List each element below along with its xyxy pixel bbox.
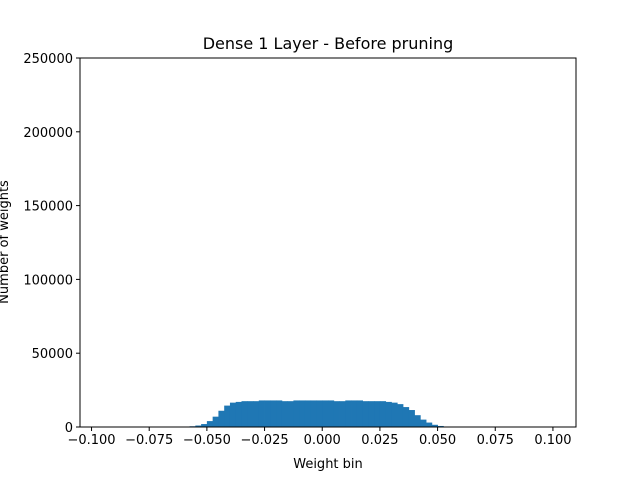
histogram-bar — [403, 407, 409, 427]
histogram-bar — [322, 400, 328, 427]
histogram-bar — [230, 403, 236, 427]
histogram-bar — [305, 400, 311, 427]
y-tick-label: 150000 — [23, 200, 73, 215]
y-tick-label: 50000 — [32, 347, 73, 362]
histogram-bar — [345, 400, 351, 427]
histogram-bar — [368, 401, 374, 427]
y-tick-label: 200000 — [23, 126, 73, 141]
x-tick-label: −0.025 — [241, 433, 289, 448]
x-tick-label: 0.025 — [361, 433, 398, 448]
histogram-bar — [374, 401, 380, 427]
chart-title: Dense 1 Layer - Before pruning — [203, 34, 454, 53]
histogram-bar — [386, 402, 392, 427]
histogram-bar — [351, 400, 357, 427]
x-tick-label: 0.050 — [419, 433, 456, 448]
histogram-bar — [363, 401, 369, 427]
histogram-bar — [213, 417, 219, 427]
histogram-bar — [276, 400, 282, 427]
histogram-bar — [207, 421, 213, 427]
histogram-bar — [247, 401, 253, 427]
histogram-bar — [420, 420, 426, 427]
histogram-bar — [409, 410, 415, 427]
histogram-bar — [380, 401, 386, 427]
x-tick-label: 0.100 — [534, 433, 571, 448]
histogram-bar — [270, 400, 276, 427]
histogram-bar — [224, 406, 230, 427]
x-axis-label: Weight bin — [293, 457, 363, 472]
histogram-bar — [265, 400, 271, 427]
histogram-bar — [293, 400, 299, 427]
histogram-bar — [334, 401, 340, 427]
histogram-bar — [415, 415, 421, 427]
histogram-bar — [282, 401, 288, 427]
histogram-bar — [259, 400, 265, 427]
histogram-bar — [340, 401, 346, 427]
histogram-bar — [391, 403, 397, 427]
y-tick-label: 100000 — [23, 273, 73, 288]
histogram-bar — [241, 401, 247, 427]
histogram-bar — [218, 411, 224, 427]
histogram-bar — [311, 400, 317, 427]
x-tick-label: 0.000 — [304, 433, 341, 448]
histogram-bar — [316, 400, 322, 427]
histogram-bar — [426, 423, 432, 427]
histogram-bar — [253, 401, 259, 427]
histogram-bar — [397, 404, 403, 427]
y-tick-label: 0 — [65, 421, 73, 436]
histogram-bar — [357, 400, 363, 427]
histogram-bar — [299, 400, 305, 427]
histogram-bar — [328, 400, 334, 427]
x-tick-label: −0.050 — [183, 433, 231, 448]
histogram-bar — [236, 402, 242, 427]
y-axis-label: Number of weights — [0, 180, 12, 304]
x-tick-label: −0.075 — [125, 433, 173, 448]
x-tick-label: −0.100 — [67, 433, 115, 448]
y-tick-label: 250000 — [23, 52, 73, 67]
histogram-bar — [288, 401, 294, 427]
x-tick-label: 0.075 — [477, 433, 514, 448]
